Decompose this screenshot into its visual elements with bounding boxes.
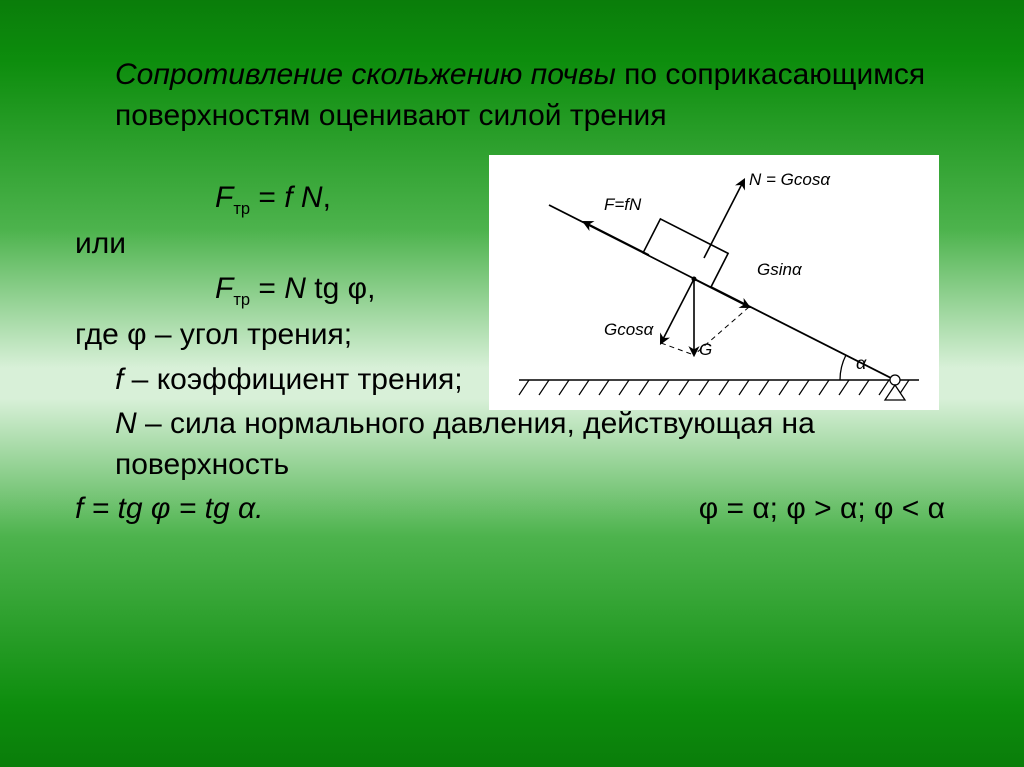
n-label: N = Gcosα bbox=[749, 170, 831, 189]
f-label: F=fN bbox=[604, 195, 642, 214]
title-paragraph: Сопротивление скольжению почвы по соприк… bbox=[115, 55, 949, 136]
inclined-plane-diagram: α F=fN N = Gcosα G Gcosα bbox=[489, 155, 939, 410]
alpha-label: α bbox=[856, 353, 867, 373]
last-right: φ = α; φ > α; φ < α bbox=[699, 489, 945, 530]
gcos-label: Gcosα bbox=[604, 320, 655, 339]
gsin-label: Gsinα bbox=[757, 260, 803, 279]
n-definition: N – сила нормального давления, действующ… bbox=[115, 404, 875, 485]
slide: Сопротивление скольжению почвы по соприк… bbox=[0, 0, 1024, 767]
last-left: f = tg φ = tg α. bbox=[75, 489, 263, 530]
diagram-svg: α F=fN N = Gcosα G Gcosα bbox=[489, 155, 939, 410]
last-line: f = tg φ = tg α. φ = α; φ > α; φ < α bbox=[75, 489, 945, 530]
title-emphasis: Сопротивление скольжению почвы bbox=[115, 58, 616, 91]
